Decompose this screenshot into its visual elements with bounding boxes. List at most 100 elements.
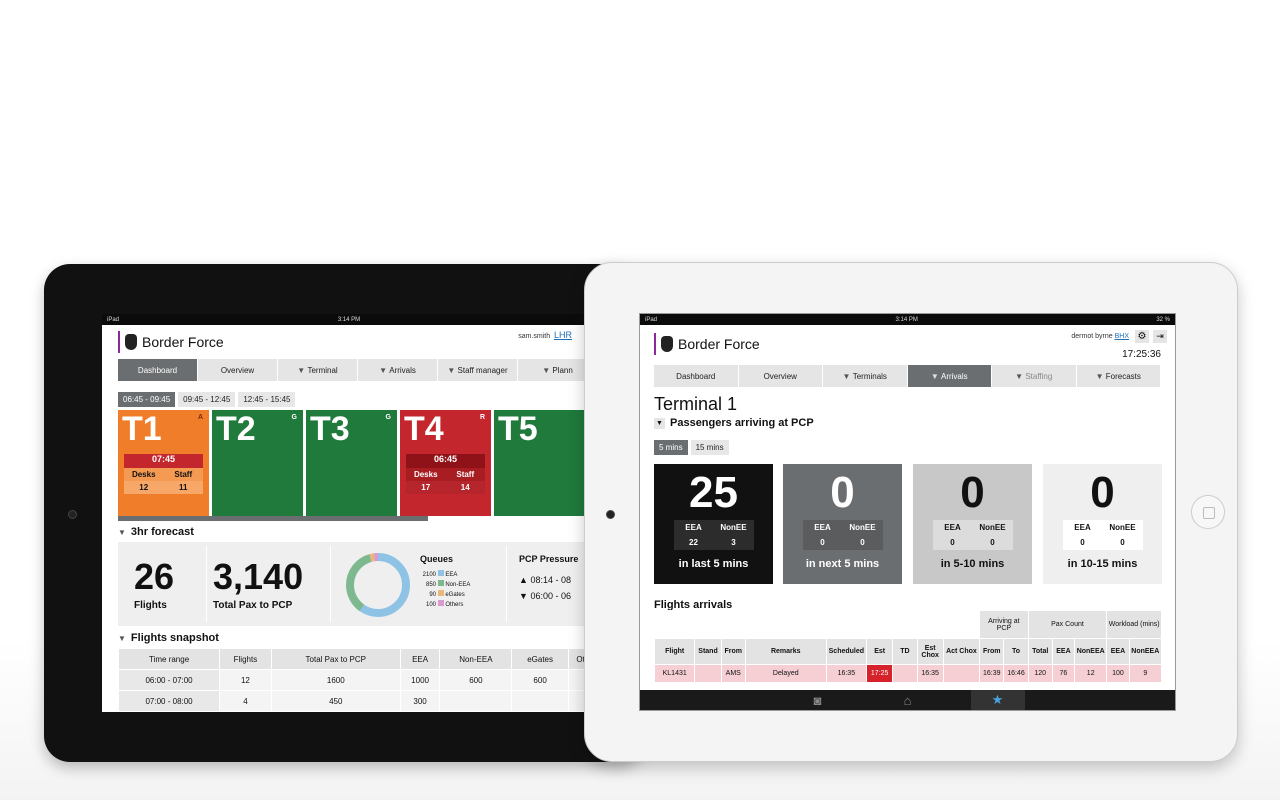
nav-overview[interactable]: Overview (198, 359, 278, 381)
tile-t4[interactable]: T4 R 06:45 Desks Staff 17 14 (400, 410, 491, 516)
snapshot-header[interactable]: ▼ Flights snapshot (118, 632, 219, 644)
forecast-panel: 26 Flights 3,140 Total Pax to PCP Queues… (118, 542, 584, 626)
cell: 120 (1027, 664, 1053, 683)
forecast-header[interactable]: ▼ 3hr forecast (118, 526, 194, 538)
pressure-item: 06:00 - 06 (530, 591, 571, 601)
chip-range-1[interactable]: 06:45 - 09:45 (118, 392, 176, 407)
kpi-nonee: 0 (1102, 535, 1143, 550)
forecast-title: 3hr forecast (130, 526, 194, 538)
kpi-nonee: 0 (972, 535, 1013, 550)
queue-value: 100 (425, 602, 436, 608)
col-header: Non-EEA (439, 648, 513, 670)
crest-icon (661, 336, 673, 352)
arrow-up-icon: ▲ (519, 575, 528, 585)
tile-time: 06:45 (406, 454, 485, 468)
ipad-right: iPad 3:14 PM 32 % Border Force dermot by… (584, 262, 1238, 762)
tile-name: T5 (498, 410, 538, 448)
nav-terminal[interactable]: ▼ Terminal (278, 359, 358, 381)
chip-15-mins[interactable]: 15 mins (690, 440, 729, 455)
cell (511, 690, 569, 712)
triangle-down-icon: ▼ (118, 633, 126, 643)
camera-dot (606, 510, 615, 519)
col-header: Oth (567, 648, 584, 670)
triangle-down-icon: ▼ (1015, 371, 1024, 381)
cell: 300 (399, 690, 441, 712)
triangle-down-icon: ▼ (542, 365, 551, 375)
terminal-tiles: T1 A 07:45 Desks Staff 12 11 T2 G T3 (118, 410, 584, 516)
nav-dashboard[interactable]: Dashboard (118, 359, 198, 381)
cell (892, 664, 918, 683)
tile-status-letter: R (479, 414, 485, 421)
chip-range-3[interactable]: 12:45 - 15:45 (238, 392, 296, 407)
nav-staff-manager[interactable]: ▼ Staff manager (438, 359, 518, 381)
nav-dashboard[interactable]: Dashboard (654, 365, 739, 387)
triangle-down-icon: ▼ (297, 365, 306, 375)
main-nav: Dashboard Overview ▼ Terminal ▼ Arrivals… (118, 359, 584, 381)
page-title: Terminal 1 (654, 394, 738, 414)
camera-icon[interactable]: ◙ (813, 692, 822, 708)
tile-t1[interactable]: T1 A 07:45 Desks Staff 12 11 (118, 410, 209, 516)
kpi-eea: 0 (802, 535, 843, 550)
passengers-header[interactable]: ▼ Passengers arriving at PCP (654, 417, 814, 429)
cell (567, 690, 584, 712)
nav-staff-label: Staff manager (457, 365, 508, 375)
cell: 600 (439, 669, 513, 691)
nav-forecasts[interactable]: ▼ Forecasts (1077, 365, 1161, 387)
tile-t5[interactable]: T5 (494, 410, 584, 516)
kpi-col-nonee: NonEE (1102, 520, 1143, 535)
kpi-col-eea: EEA (932, 520, 973, 535)
kpi-last-5[interactable]: 25 EEA NonEE 22 3 in last 5 mins (654, 464, 773, 584)
col-header: eGates (511, 648, 569, 670)
user-info: sam.smith LHR (518, 330, 572, 340)
location-link[interactable]: LHR (553, 330, 572, 340)
kpi-10-15[interactable]: 0 EEA NonEE 0 0 in 10-15 mins (1043, 464, 1162, 584)
window-chips: 5 mins 15 mins (654, 440, 732, 455)
table-row[interactable]: 07:00 - 08:00 4 450 300 (117, 690, 584, 712)
tile-t3[interactable]: T3 G (306, 410, 397, 516)
screen-right: iPad 3:14 PM 32 % Border Force dermot by… (639, 313, 1176, 711)
desks-value: 17 (406, 481, 446, 494)
nav-planning[interactable]: ▼ Plann (518, 359, 584, 381)
chip-5-mins[interactable]: 5 mins (654, 440, 688, 455)
brand: Border Force (118, 331, 224, 353)
tile-t2[interactable]: T2 G (212, 410, 303, 516)
cell (567, 669, 584, 691)
kpi-next-5[interactable]: 0 EEA NonEE 0 0 in next 5 mins (783, 464, 902, 584)
col-header: Scheduled (825, 638, 868, 665)
gear-icon[interactable]: ⚙ (1135, 330, 1149, 343)
triangle-down-icon: ▼ (842, 371, 851, 381)
donut-segment-others (346, 553, 410, 617)
table-row[interactable]: 06:00 - 07:00 12 1600 1000 600 600 (117, 669, 584, 691)
queues-donut (346, 553, 410, 617)
nav-terminals[interactable]: ▼ Terminals (823, 365, 908, 387)
tile-divider (118, 516, 428, 521)
kpi-eea: 0 (932, 535, 973, 550)
location-link[interactable]: BHX (1114, 333, 1129, 340)
cell: 12 (219, 669, 272, 691)
home-button[interactable] (1191, 495, 1225, 529)
nav-arrivals-label: Arrivals (389, 365, 416, 375)
brand-name: Border Force (678, 336, 760, 352)
arrivals-title: Flights arrivals (654, 599, 733, 611)
star-icon[interactable]: ★ (970, 690, 1025, 710)
kpi-label: in next 5 mins (805, 558, 880, 570)
table-row[interactable]: KL1431 AMS Delayed 16:35 17:25 16:35 16:… (653, 664, 1163, 683)
col-header: Total Pax to PCP (270, 648, 401, 670)
kpi-col-nonee: NonEE (842, 520, 883, 535)
chip-range-2[interactable]: 09:45 - 12:45 (178, 392, 236, 407)
cell: 9 (1128, 664, 1163, 683)
nav-staffing[interactable]: ▼ Staffing (992, 365, 1077, 387)
kpi-5-10[interactable]: 0 EEA NonEE 0 0 in 5-10 mins (913, 464, 1032, 584)
nav-arrivals[interactable]: ▼ Arrivals (907, 365, 992, 387)
home-icon[interactable]: ⌂ (903, 692, 912, 708)
cell: 600 (511, 669, 569, 691)
cell: 1000 (399, 669, 441, 691)
nav-arrivals[interactable]: ▼ Arrivals (358, 359, 438, 381)
logout-icon[interactable]: ⇥ (1153, 330, 1167, 343)
nav-overview[interactable]: Overview (739, 365, 823, 387)
col-header: Est Chox (916, 638, 944, 665)
cell: 16:39 (979, 664, 1005, 683)
col-header: EEA (399, 648, 441, 670)
status-battery: 32 % (1156, 316, 1170, 323)
queues-title: Queues (420, 554, 454, 564)
